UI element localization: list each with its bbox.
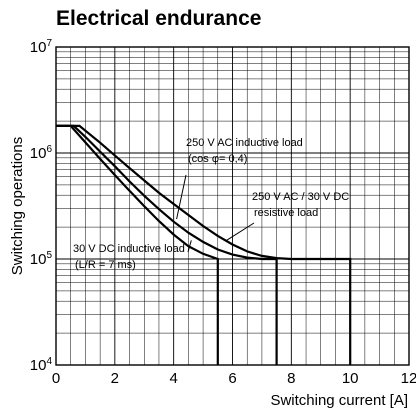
leader-line-3	[226, 222, 255, 241]
y-tick-label: 105	[30, 250, 53, 268]
x-tick-label: 8	[287, 370, 295, 387]
leader-line-2	[176, 174, 187, 220]
series-annotations: 30 V DC inductive load (L/R = 7 ms) 250 V …	[73, 137, 349, 271]
series-line-2	[56, 124, 278, 365]
y-tick-label: 106	[30, 144, 53, 162]
series-sublabel-2: (cos φ= 0,4)	[188, 153, 247, 165]
series-line-1	[56, 124, 219, 365]
x-tick-label: 12	[401, 370, 416, 387]
x-axis-label: Switching current [A]	[270, 392, 408, 409]
series-line-3	[56, 124, 352, 365]
grid	[56, 47, 409, 365]
y-tick-label: 107	[30, 38, 53, 56]
y-tick-label: 104	[30, 356, 53, 374]
data-series	[56, 124, 352, 365]
x-tick-label: 4	[169, 370, 177, 387]
x-tick-label: 6	[228, 370, 236, 387]
series-label-3: 250 V AC / 30 V DC	[252, 191, 349, 203]
series-sublabel-1: (L/R = 7 ms)	[75, 259, 136, 271]
leader-line-1	[187, 240, 192, 253]
y-axis-label: Switching operations	[9, 137, 26, 275]
x-tick-label: 10	[342, 370, 359, 387]
plot-frame	[55, 46, 410, 366]
x-tick-label: 2	[111, 370, 119, 387]
y-tick-labels: 104 105 106 107	[30, 38, 53, 374]
series-sublabel-3: resistive load	[254, 207, 318, 219]
series-label-2: 250 V AC inductive load	[186, 137, 303, 149]
series-label-1: 30 V DC inductive load	[73, 243, 185, 255]
chart-title: Electrical endurance	[56, 7, 261, 30]
x-tick-label: 0	[52, 370, 60, 387]
x-tick-labels: 0 2 4 6 8 10 12	[52, 370, 416, 387]
